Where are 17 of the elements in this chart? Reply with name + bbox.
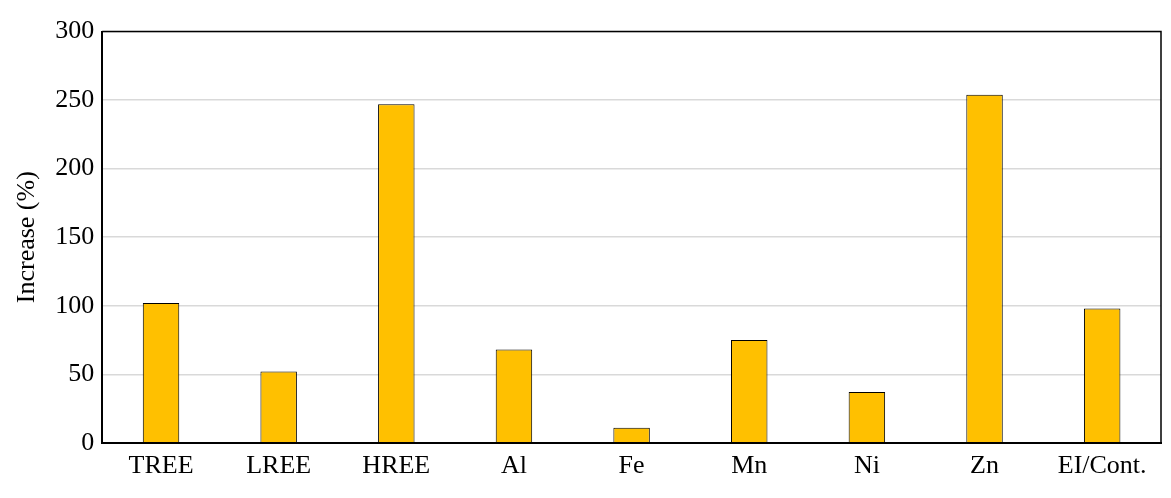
y-tick-label: 50 [68,358,95,388]
x-tick-label: LREE [246,450,312,480]
y-tick-label: 100 [55,289,95,319]
y-axis-title: Increase (%) [11,171,41,304]
y-tick-label: 300 [55,15,95,45]
x-tick-label: TREE [128,450,194,480]
x-tick-label: Ni [853,450,880,480]
x-tick-label: Fe [618,450,645,480]
x-tick-label: Mn [731,450,768,480]
x-tick-label: Zn [970,450,999,480]
y-tick-label: 200 [55,152,95,182]
y-tick-label: 0 [81,426,95,456]
x-tick-label: HREE [362,450,431,480]
x-tick-label: EI/Cont. [1057,450,1147,480]
y-tick-label: 150 [55,221,95,251]
x-tick-label: Al [500,450,527,480]
y-tick-label: 250 [55,83,95,113]
